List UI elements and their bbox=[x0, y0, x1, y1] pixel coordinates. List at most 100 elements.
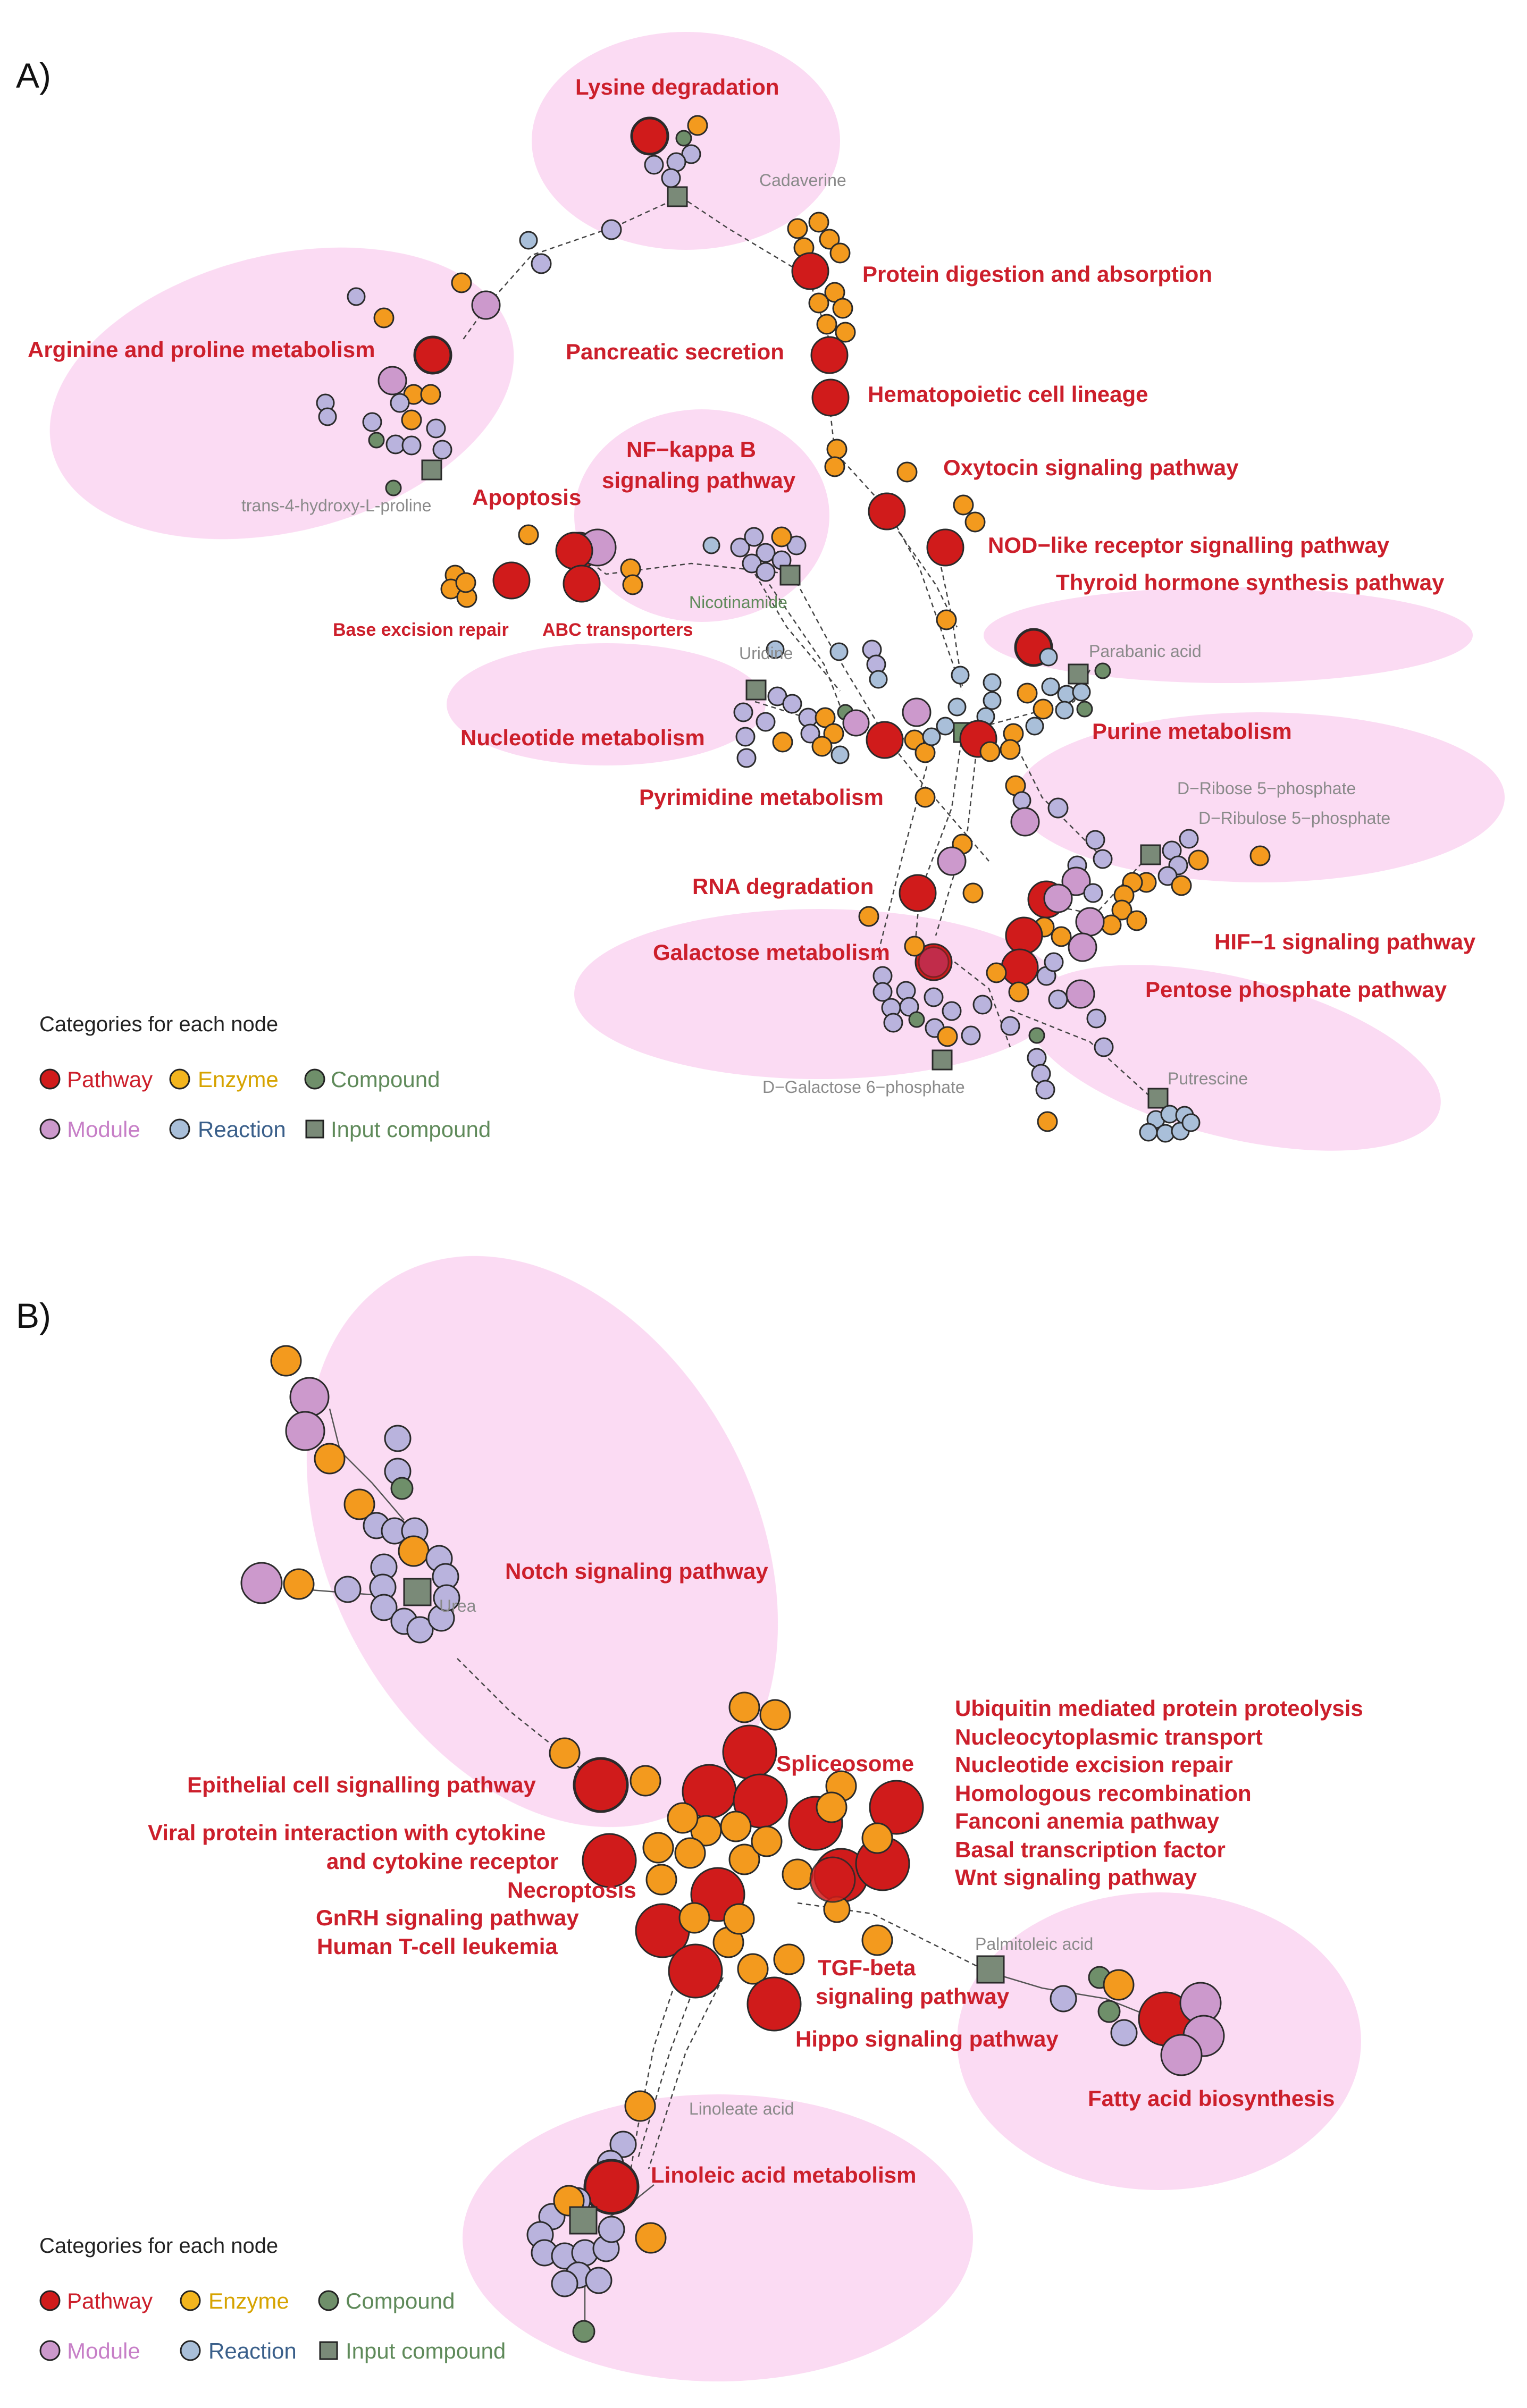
node-module bbox=[471, 290, 501, 320]
node-reaction bbox=[347, 287, 366, 306]
legend-pathway-label: Pathway bbox=[67, 2288, 153, 2313]
node-enzyme bbox=[728, 1843, 760, 1875]
node-enzyme bbox=[811, 736, 833, 757]
label-nucleotide-metabolism: Nucleotide metabolism bbox=[460, 725, 705, 750]
node-module bbox=[598, 2216, 625, 2243]
node-input-compound bbox=[932, 1049, 953, 1071]
node-module bbox=[585, 2267, 613, 2294]
legend-item-reaction: Reaction bbox=[169, 1117, 286, 1142]
label-epithelial: Epithelial cell signalling pathway bbox=[187, 1772, 536, 1797]
node-enzyme bbox=[816, 1791, 848, 1823]
label-nucleocytoplasmic: Nucleocytoplasmic transport bbox=[955, 1724, 1263, 1749]
node-module bbox=[1085, 830, 1105, 850]
node-module bbox=[1000, 1016, 1020, 1036]
node-reaction bbox=[519, 231, 538, 250]
node-module bbox=[1010, 807, 1040, 837]
node-pathway bbox=[868, 492, 906, 531]
node-pathway bbox=[899, 874, 937, 912]
legend-title: Categories for each node bbox=[39, 2234, 278, 2258]
node-enzyme bbox=[373, 307, 395, 329]
node-input-compound bbox=[1068, 663, 1089, 685]
node-enzyme bbox=[914, 787, 936, 808]
node-enzyme bbox=[826, 439, 848, 460]
node-enzyme bbox=[723, 1903, 755, 1935]
node-module bbox=[609, 2131, 637, 2158]
node-module bbox=[756, 562, 776, 582]
node-reaction bbox=[922, 727, 941, 746]
node-module bbox=[1075, 907, 1105, 937]
node-module bbox=[937, 846, 967, 876]
node-enzyme bbox=[824, 456, 845, 477]
node-module bbox=[1044, 952, 1064, 972]
label-basal-transcription: Basal transcription factor bbox=[955, 1837, 1226, 1862]
node-compound bbox=[908, 1011, 925, 1028]
legend-enzyme-label: Enzyme bbox=[198, 1067, 279, 1092]
node-pathway bbox=[563, 565, 601, 603]
node-module bbox=[1157, 866, 1178, 886]
cluster-purine bbox=[1016, 712, 1505, 882]
node-module bbox=[1093, 849, 1113, 869]
node-pathway bbox=[811, 378, 850, 417]
node-pathway bbox=[869, 1780, 924, 1835]
node-enzyme bbox=[687, 115, 708, 136]
node-module bbox=[1061, 866, 1091, 896]
legend-input-compound-label: Input compound bbox=[331, 1117, 491, 1142]
node-module bbox=[883, 1013, 903, 1033]
node-enzyme bbox=[759, 1699, 791, 1731]
node-module bbox=[406, 1616, 434, 1644]
cluster-putrescine bbox=[1026, 965, 1441, 1151]
node-enzyme bbox=[782, 1858, 813, 1890]
node-enzyme bbox=[835, 322, 856, 343]
node-input-compound bbox=[1140, 844, 1161, 865]
node-input-compound bbox=[667, 186, 688, 207]
legend-item-compound: Compound bbox=[318, 2288, 455, 2313]
node-enzyme bbox=[937, 1026, 958, 1047]
node-reaction bbox=[1055, 701, 1074, 720]
legend-reaction-icon bbox=[169, 1118, 190, 1140]
node-enzyme bbox=[622, 574, 643, 595]
legend-item-reaction: Reaction bbox=[180, 2338, 297, 2363]
node-module bbox=[942, 1001, 962, 1021]
node-pathway bbox=[791, 252, 829, 290]
legend-compound-label: Compound bbox=[331, 1067, 440, 1092]
label-hematopoietic: Hematopoietic cell lineage bbox=[868, 382, 1148, 407]
label-parabanic-acid: Parabanic acid bbox=[1089, 642, 1202, 661]
node-module bbox=[551, 2270, 578, 2297]
label-nod-like: NOD−like receptor signalling pathway bbox=[988, 533, 1390, 558]
label-pancreatic-secretion: Pancreatic secretion bbox=[566, 339, 784, 364]
label-galactose: Galactose metabolism bbox=[653, 940, 890, 965]
node-reaction bbox=[983, 673, 1002, 692]
legend-title: Categories for each node bbox=[39, 1013, 278, 1036]
node-enzyme bbox=[283, 1568, 315, 1600]
label-arginine-proline: Arginine and proline metabolism bbox=[28, 337, 375, 362]
node-module bbox=[872, 982, 893, 1002]
node-enzyme bbox=[270, 1345, 302, 1377]
legend-enzyme-label: Enzyme bbox=[208, 2288, 289, 2313]
node-pathway bbox=[722, 1724, 777, 1780]
node-enzyme bbox=[1008, 981, 1029, 1003]
panel-a: A) bbox=[16, 32, 1505, 1151]
node-module bbox=[601, 219, 622, 240]
cluster-arginine bbox=[49, 247, 514, 540]
node-enzyme bbox=[936, 609, 957, 630]
legend-item-compound: Compound bbox=[304, 1067, 440, 1092]
label-hippo: Hippo signaling pathway bbox=[795, 2026, 1059, 2051]
legend-item-pathway: Pathway bbox=[39, 1067, 153, 1092]
legend-item-module: Module bbox=[39, 1117, 140, 1142]
node-module bbox=[1050, 1985, 1077, 2013]
node-module bbox=[318, 407, 337, 426]
node-enzyme bbox=[645, 1864, 677, 1896]
legend-compound-label: Compound bbox=[346, 2288, 455, 2313]
legend-enzyme-icon bbox=[169, 1068, 190, 1090]
node-pathway bbox=[413, 335, 452, 375]
node-enzyme bbox=[772, 731, 793, 753]
node-enzyme bbox=[1111, 899, 1132, 921]
panel-a-nodes bbox=[316, 115, 1271, 1143]
legend-reaction-label: Reaction bbox=[208, 2338, 297, 2363]
node-reaction bbox=[1025, 717, 1044, 736]
label-human-t-cell: Human T-cell leukemia bbox=[317, 1934, 558, 1959]
panel-b-pathway-labels: Notch signaling pathway Ubiquitin mediat… bbox=[148, 1559, 1363, 2187]
panel-b-compound-labels: Urea Palmitoleic acid Linoleate acid bbox=[439, 1596, 1093, 2118]
label-wnt: Wnt signaling pathway bbox=[955, 1865, 1197, 1890]
node-enzyme bbox=[787, 218, 808, 239]
